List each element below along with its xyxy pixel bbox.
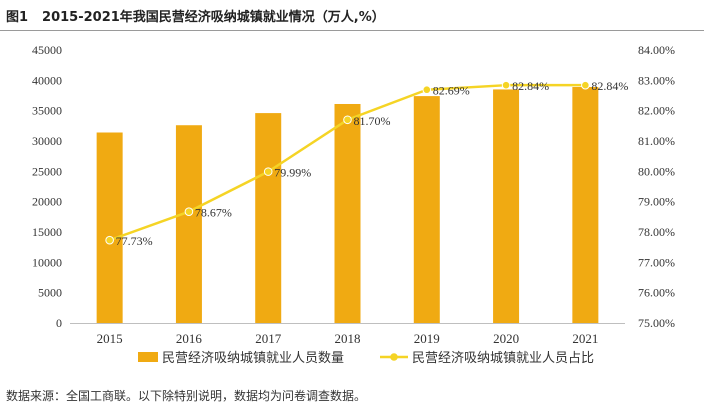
y-right-tick-label: 76.00%: [638, 286, 675, 300]
bar: [493, 89, 520, 323]
y-right-tick-label: 77.00%: [638, 255, 675, 269]
figure-title: 2015-2021年我国民营经济吸纳城镇就业情况（万人,%）: [42, 10, 385, 25]
y-right-tick-label: 82.00%: [638, 104, 675, 118]
bar: [334, 103, 361, 323]
y-right-tick-label: 83.00%: [638, 73, 675, 87]
data-label: 82.84%: [591, 79, 628, 93]
line-point: [263, 167, 273, 176]
source-note: 数据来源：全国工商联。以下除特别说明，数据均为问卷调查数据。: [6, 389, 367, 403]
y-left-tick-label: 25000: [32, 164, 62, 178]
data-label: 78.67%: [195, 206, 232, 220]
y-left-tick-label: 0: [56, 316, 62, 330]
line-point: [184, 207, 194, 216]
line-point: [581, 80, 590, 90]
y-left-tick-label: 30000: [32, 134, 62, 148]
y-right-tick-label: 75.00%: [638, 316, 675, 330]
figure-label: 图1: [6, 10, 29, 25]
y-left-tick-label: 35000: [32, 104, 62, 118]
bar: [572, 87, 599, 323]
legend-label-line: 民营经济吸纳城镇就业人员占比: [412, 351, 594, 366]
x-tick-label: 2020: [493, 331, 519, 346]
legend-swatch-bar: [138, 352, 158, 362]
data-label: 81.70%: [354, 114, 391, 128]
x-tick-label: 2019: [414, 331, 440, 346]
y-left-tick-label: 40000: [32, 73, 62, 87]
y-right-tick-label: 80.00%: [638, 164, 675, 178]
x-tick-label: 2018: [335, 331, 361, 346]
bar: [413, 96, 440, 324]
line-point: [343, 115, 352, 125]
title-divider: [0, 30, 704, 31]
y-left-tick-label: 5000: [38, 286, 62, 300]
y-right-tick-label: 81.00%: [638, 134, 675, 148]
bar: [255, 113, 282, 324]
y-left-tick-label: 10000: [32, 255, 62, 269]
data-label: 82.84%: [512, 79, 549, 93]
legend-label-bar: 民营经济吸纳城镇就业人员数量: [162, 351, 344, 366]
y-right-tick-label: 78.00%: [638, 225, 675, 239]
line-point: [105, 235, 114, 245]
data-label: 77.73%: [116, 234, 153, 248]
x-tick-label: 2021: [572, 331, 598, 346]
x-tick-label: 2017: [255, 331, 282, 346]
y-left-tick-label: 15000: [32, 225, 62, 239]
y-right-tick-label: 84.00%: [638, 43, 675, 57]
figure-title-row: 图1 2015-2021年我国民营经济吸纳城镇就业情况（万人,%）: [6, 6, 385, 28]
x-tick-label: 2016: [176, 331, 203, 346]
data-label: 79.99%: [274, 166, 311, 180]
y-left-tick-label: 20000: [32, 195, 62, 209]
x-tick-label: 2015: [97, 331, 123, 346]
bar: [175, 125, 202, 323]
y-left-tick-label: 45000: [32, 43, 62, 57]
legend-marker-line: [390, 353, 398, 361]
bar: [96, 132, 123, 323]
line-point: [501, 80, 511, 90]
data-label: 82.69%: [433, 84, 470, 98]
line-point: [422, 85, 432, 95]
y-right-tick-label: 79.00%: [638, 195, 675, 209]
